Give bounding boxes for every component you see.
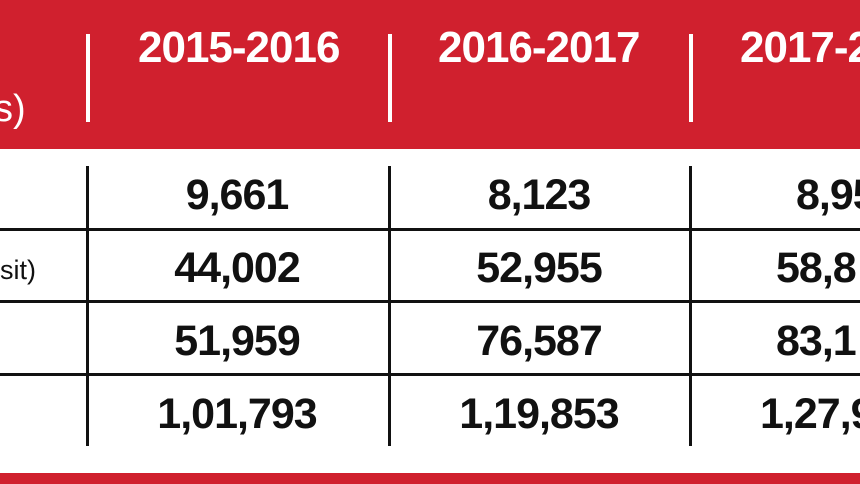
row-label: sit) (0, 255, 36, 285)
table-footer-band (0, 473, 860, 484)
table-cell: 1,19,853 (459, 390, 619, 438)
table-cell: 76,587 (476, 317, 603, 365)
table-cell: 8,95 (796, 171, 860, 219)
header-divider (86, 34, 90, 122)
table-cell: 1,01,793 (157, 390, 317, 438)
grid-horizontal-line (0, 373, 860, 376)
header-row-label: s) (0, 88, 26, 130)
column-header-2016-2017: 2016-2017 (438, 23, 640, 72)
table-cell: 52,955 (476, 244, 603, 292)
header-divider (689, 34, 693, 122)
table-cell: 8,123 (487, 171, 592, 219)
grid-vertical-line (689, 166, 692, 446)
table-cell: 83,1 (776, 317, 857, 365)
table-cell: 1,27,9 (760, 390, 860, 438)
table-cell: 58,8 (776, 244, 857, 292)
table-cell: 51,959 (174, 317, 301, 365)
grid-vertical-line (86, 166, 89, 446)
table-cell: 9,661 (185, 171, 290, 219)
header-divider (388, 34, 392, 122)
table-cell: 44,002 (174, 244, 301, 292)
grid-horizontal-line (0, 300, 860, 303)
grid-horizontal-line (0, 228, 860, 231)
column-header-2015-2016: 2015-2016 (138, 23, 340, 72)
column-header-2017-2018: 2017-2 (740, 23, 860, 72)
table-header-band: s) 2015-2016 2016-2017 2017-2 (0, 0, 860, 149)
grid-vertical-line (388, 166, 391, 446)
